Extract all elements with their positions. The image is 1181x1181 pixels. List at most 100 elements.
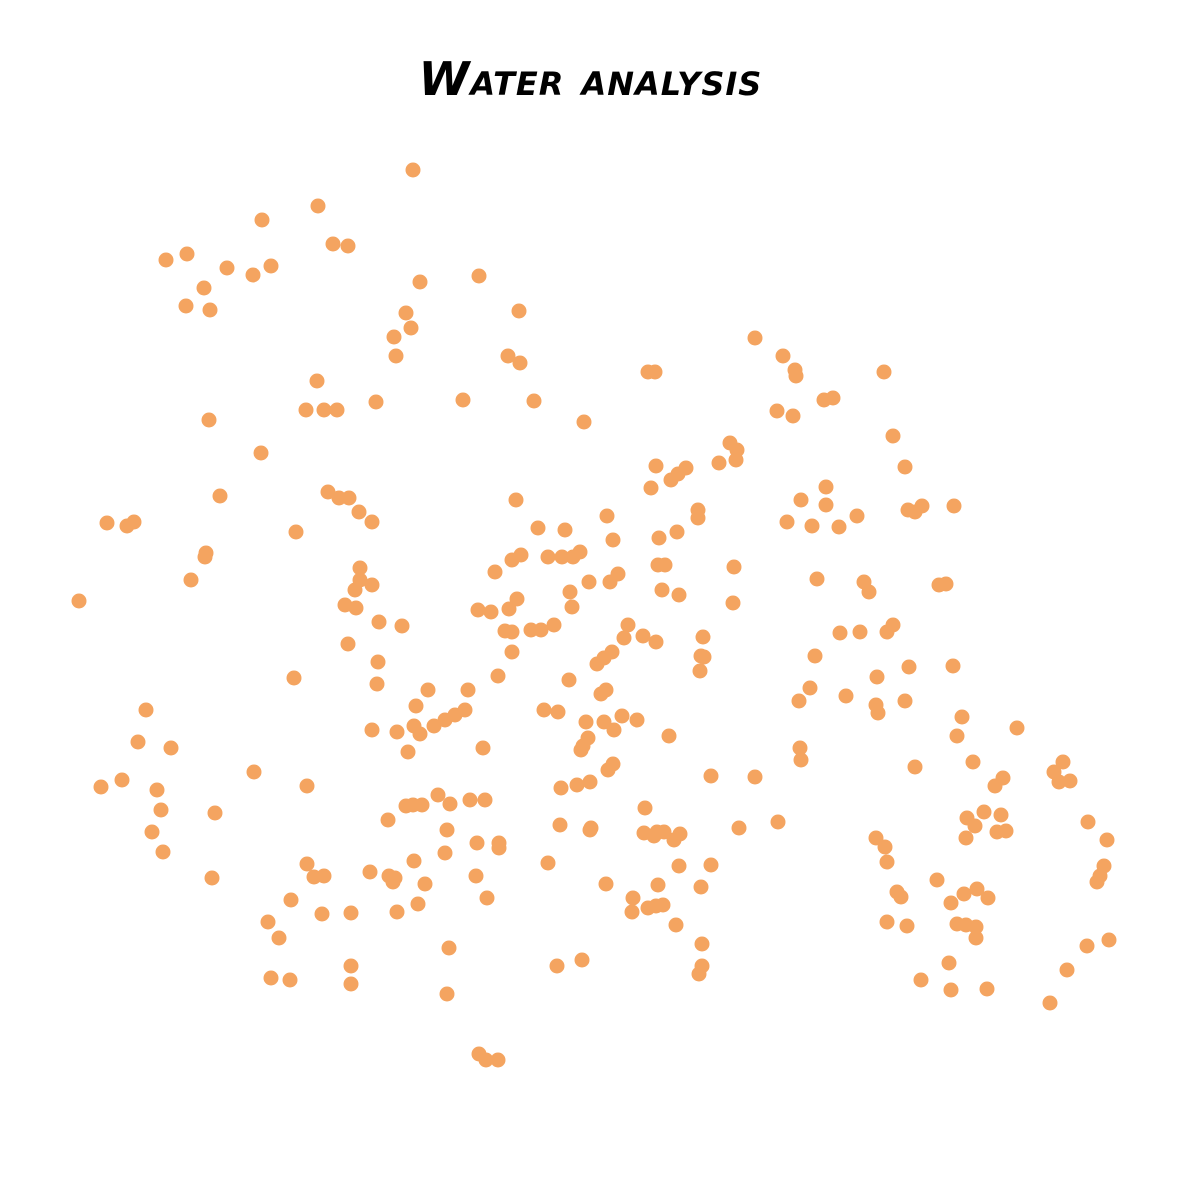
scatter-point <box>490 1052 506 1068</box>
chart-title: Water analysis <box>418 52 763 106</box>
scatter-point <box>471 268 487 284</box>
scatter-point <box>809 571 825 587</box>
scatter-point <box>470 602 486 618</box>
scatter-point <box>352 560 368 576</box>
scatter-point <box>341 490 357 506</box>
scatter-point <box>398 305 414 321</box>
scatter-point <box>288 524 304 540</box>
scatter-point <box>114 772 130 788</box>
scatter-point <box>779 514 795 530</box>
scatter-point <box>468 868 484 884</box>
scatter-point <box>976 804 992 820</box>
scatter-point <box>678 460 694 476</box>
scatter-point <box>657 557 673 573</box>
scatter-point <box>564 599 580 615</box>
scatter-point <box>562 584 578 600</box>
scatter-point <box>625 890 641 906</box>
scatter-point <box>99 515 115 531</box>
scatter-point <box>1099 832 1115 848</box>
scatter-point <box>885 617 901 633</box>
scatter-point <box>692 663 708 679</box>
scatter-point <box>286 670 302 686</box>
scatter-point <box>993 807 1009 823</box>
scatter-point <box>629 712 645 728</box>
scatter-point <box>818 479 834 495</box>
scatter-point <box>420 682 436 698</box>
scatter-point <box>1042 995 1058 1011</box>
scatter-point <box>557 522 573 538</box>
scatter-point <box>946 498 962 514</box>
scatter-point <box>340 238 356 254</box>
scatter-point <box>554 549 570 565</box>
scatter-point <box>605 756 621 772</box>
scatter-point <box>958 830 974 846</box>
scatter-point <box>462 792 478 808</box>
scatter-point <box>500 348 516 364</box>
scatter-point <box>907 759 923 775</box>
scatter-point <box>576 414 592 430</box>
scatter-point <box>504 644 520 660</box>
scatter-point <box>340 636 356 652</box>
scatter-point <box>671 858 687 874</box>
scatter-point <box>654 582 670 598</box>
scatter-point <box>71 593 87 609</box>
scatter-point <box>469 835 485 851</box>
scatter-point <box>158 252 174 268</box>
scatter-point <box>316 402 332 418</box>
scatter-point <box>414 797 430 813</box>
scatter-point <box>348 600 364 616</box>
scatter-point <box>1080 814 1096 830</box>
scatter-point <box>314 906 330 922</box>
scatter-point <box>849 508 865 524</box>
scatter-point <box>540 855 556 871</box>
scatter-point <box>196 280 212 296</box>
scatter-point <box>877 839 893 855</box>
scatter-point <box>861 584 877 600</box>
scatter-point <box>501 601 517 617</box>
scatter-point <box>329 402 345 418</box>
scatter-point <box>967 818 983 834</box>
scatter-point <box>693 879 709 895</box>
scatter-point <box>943 982 959 998</box>
scatter-point <box>370 654 386 670</box>
scatter-point <box>246 764 262 780</box>
scatter-point <box>93 779 109 795</box>
scatter-point <box>347 582 363 598</box>
scatter-point <box>549 958 565 974</box>
scatter-point <box>899 918 915 934</box>
scatter-point <box>387 870 403 886</box>
scatter-point <box>325 236 341 252</box>
scatter-point <box>364 514 380 530</box>
scatter-point <box>362 864 378 880</box>
scatter-point <box>457 702 473 718</box>
scatter-point <box>388 348 404 364</box>
scatter-point <box>929 872 945 888</box>
scatter-point <box>968 919 984 935</box>
scatter-point <box>343 958 359 974</box>
scatter-point <box>509 591 525 607</box>
scatter-point <box>153 802 169 818</box>
scatter-point <box>380 812 396 828</box>
scatter-point <box>725 595 741 611</box>
scatter-point <box>437 845 453 861</box>
scatter-point <box>669 524 685 540</box>
scatter-point <box>832 625 848 641</box>
scatter-point <box>578 714 594 730</box>
scatter-point <box>533 622 549 638</box>
scatter-point <box>163 740 179 756</box>
scatter-point <box>149 782 165 798</box>
scatter-point <box>572 544 588 560</box>
scatter-point <box>610 566 626 582</box>
scatter-point <box>546 617 562 633</box>
scatter-point <box>207 805 223 821</box>
scatter-point <box>596 714 612 730</box>
scatter-point <box>885 428 901 444</box>
scatter-point <box>694 936 710 952</box>
scatter-point <box>620 617 636 633</box>
scatter-point <box>661 728 677 744</box>
scatter-point <box>508 492 524 508</box>
scatter-point <box>254 212 270 228</box>
scatter-point <box>389 724 405 740</box>
scatter-point <box>941 955 957 971</box>
